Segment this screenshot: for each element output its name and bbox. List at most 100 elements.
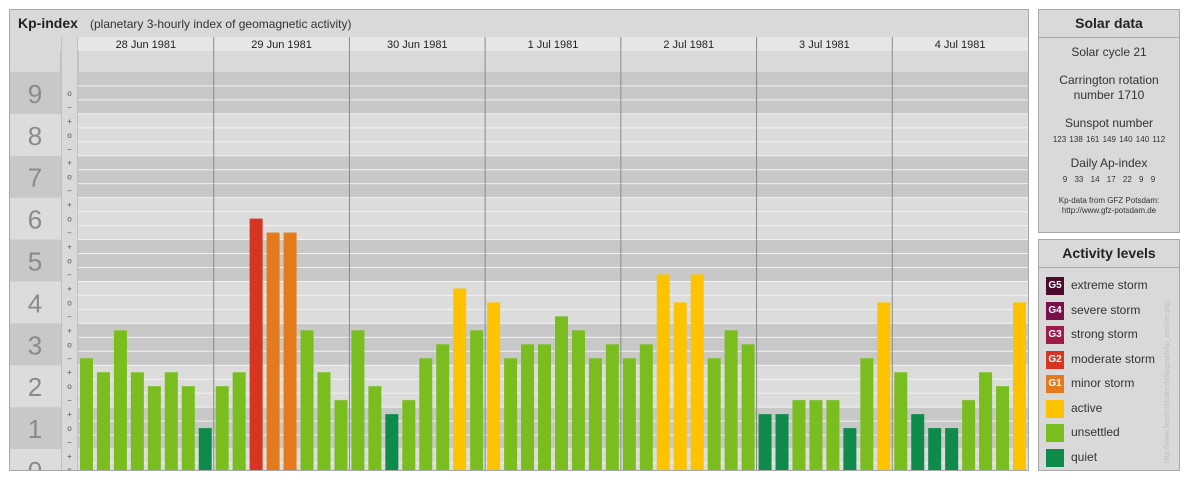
kp-bar — [113, 330, 127, 470]
kp-bar — [673, 302, 687, 470]
legend-swatch: G4 — [1046, 301, 1064, 320]
y-minor-label: o — [67, 173, 72, 182]
day-label: 30 Jun 1981 — [387, 39, 448, 51]
kp-axis-band — [10, 197, 61, 240]
kp-bar — [605, 344, 619, 470]
y-minor-label: − — [67, 229, 72, 238]
y-minor-label: o — [67, 131, 72, 140]
legend-item: quiet — [1039, 446, 1179, 471]
y-minor-label: o — [67, 215, 72, 224]
y-minor-label: o — [67, 257, 72, 266]
kp-axis-band — [10, 323, 61, 366]
kp-bar — [843, 428, 857, 470]
kp-bar — [283, 232, 297, 470]
sunspot-values: 123 138 161 149 140 140 112 — [1039, 135, 1179, 144]
kp-bar — [232, 372, 246, 470]
activity-legend: G5 extreme storm G4 severe storm G3 strong st… — [1039, 268, 1179, 470]
kp-bar — [334, 400, 348, 470]
kp-bar — [758, 414, 772, 470]
y-minor-label: − — [67, 270, 72, 279]
y-minor-label: o — [67, 424, 72, 433]
sunspot-value: 149 — [1102, 135, 1116, 144]
kp-band — [78, 71, 1028, 114]
kp-bar — [368, 386, 382, 470]
day-label: 4 Jul 1981 — [935, 39, 986, 51]
legend-item: G5 extreme storm — [1039, 274, 1179, 299]
kp-band — [78, 281, 1028, 324]
kp-bar — [809, 400, 823, 470]
ap-value: 9 — [1150, 175, 1156, 184]
y-tick-label: 9 — [28, 79, 42, 109]
kp-bar — [962, 400, 976, 470]
kp-bar — [588, 358, 602, 470]
source-line-1: Kp-data from GFZ Potsdam: — [1058, 196, 1160, 205]
y-minor-label: o — [67, 89, 72, 98]
legend-swatch — [1046, 399, 1064, 418]
kp-bar — [504, 358, 518, 470]
legend-label: severe storm — [1071, 302, 1141, 317]
kp-bar — [436, 344, 450, 470]
kp-bar — [385, 414, 399, 470]
solar-data-panel: Solar data Solar cycle 21 Carrington rot… — [1038, 9, 1180, 233]
kp-bar — [724, 330, 738, 470]
sunspot-value: 138 — [1069, 135, 1083, 144]
y-tick-label: 1 — [28, 414, 42, 444]
kp-bar — [351, 330, 365, 470]
chart-title: Kp-index — [18, 15, 78, 31]
sunspot-title: Sunspot number — [1064, 116, 1154, 130]
y-tick-label: 3 — [28, 330, 42, 360]
day-label: 2 Jul 1981 — [663, 39, 714, 51]
legend-label: active — [1071, 400, 1103, 415]
kp-band — [78, 197, 1028, 240]
sunspot-value: 123 — [1052, 135, 1067, 144]
legend-label: minor storm — [1071, 376, 1135, 390]
activity-levels-title: Activity levels — [1039, 240, 1179, 268]
kp-bar — [877, 302, 891, 470]
kp-bar — [130, 372, 144, 470]
legend-item: unsettled — [1039, 421, 1179, 446]
day-label: 28 Jun 1981 — [116, 39, 177, 51]
kp-band — [78, 155, 1028, 198]
y-minor-label: − — [67, 354, 72, 363]
source-link[interactable]: http://www.gfz-potsdam.de — [1061, 206, 1157, 215]
chart-subtitle: (planetary 3-hourly index of geomagnetic… — [90, 17, 352, 31]
y-minor-label: + — [67, 452, 72, 461]
y-minor-label: + — [67, 326, 72, 335]
solar-cycle: Solar cycle 21 — [1071, 45, 1147, 59]
kp-axis-band — [10, 155, 61, 198]
legend-item: G3 strong storm — [1039, 323, 1179, 348]
kp-band — [78, 449, 1028, 470]
kp-bar — [487, 302, 501, 470]
y-minor-label: + — [67, 201, 72, 210]
activity-levels-panel: Activity levels G5 extreme storm G4 severe … — [1038, 239, 1180, 471]
legend-swatch: G1 — [1046, 375, 1064, 393]
y-minor-label: + — [67, 410, 72, 419]
sunspot-value: 161 — [1086, 135, 1100, 144]
legend-label: quiet — [1071, 449, 1098, 464]
y-tick-label: 5 — [28, 247, 42, 277]
kp-bar — [826, 400, 840, 470]
day-label: 3 Jul 1981 — [799, 39, 850, 51]
y-minor-label: o — [67, 340, 72, 349]
kp-bar — [894, 372, 908, 470]
legend-item: active — [1039, 397, 1179, 422]
y-minor-label: + — [67, 284, 72, 293]
title-bar: Kp-index (planetary 3-hourly index of ge… — [10, 10, 1028, 38]
kp-bar — [741, 344, 755, 470]
legend-swatch — [1046, 448, 1064, 467]
sunspot-value: 112 — [1152, 135, 1166, 144]
y-minor-label: − — [67, 396, 72, 405]
y-minor-label: − — [67, 145, 72, 154]
source-credit: Kp-data from GFZ Potsdam: http://www.gfz… — [1039, 196, 1179, 216]
ap-title: Daily Ap-index — [1070, 156, 1148, 170]
y-tick-label: 6 — [28, 205, 42, 235]
y-minor-label: − — [67, 438, 72, 447]
kp-bar — [521, 344, 535, 470]
y-minor-label: + — [67, 117, 72, 126]
kp-bar — [979, 372, 993, 470]
kp-band — [78, 239, 1028, 282]
kp-bar — [554, 316, 568, 470]
kp-bar — [622, 358, 636, 470]
day-header-strip — [78, 37, 1028, 51]
day-label: 29 Jun 1981 — [251, 39, 312, 51]
